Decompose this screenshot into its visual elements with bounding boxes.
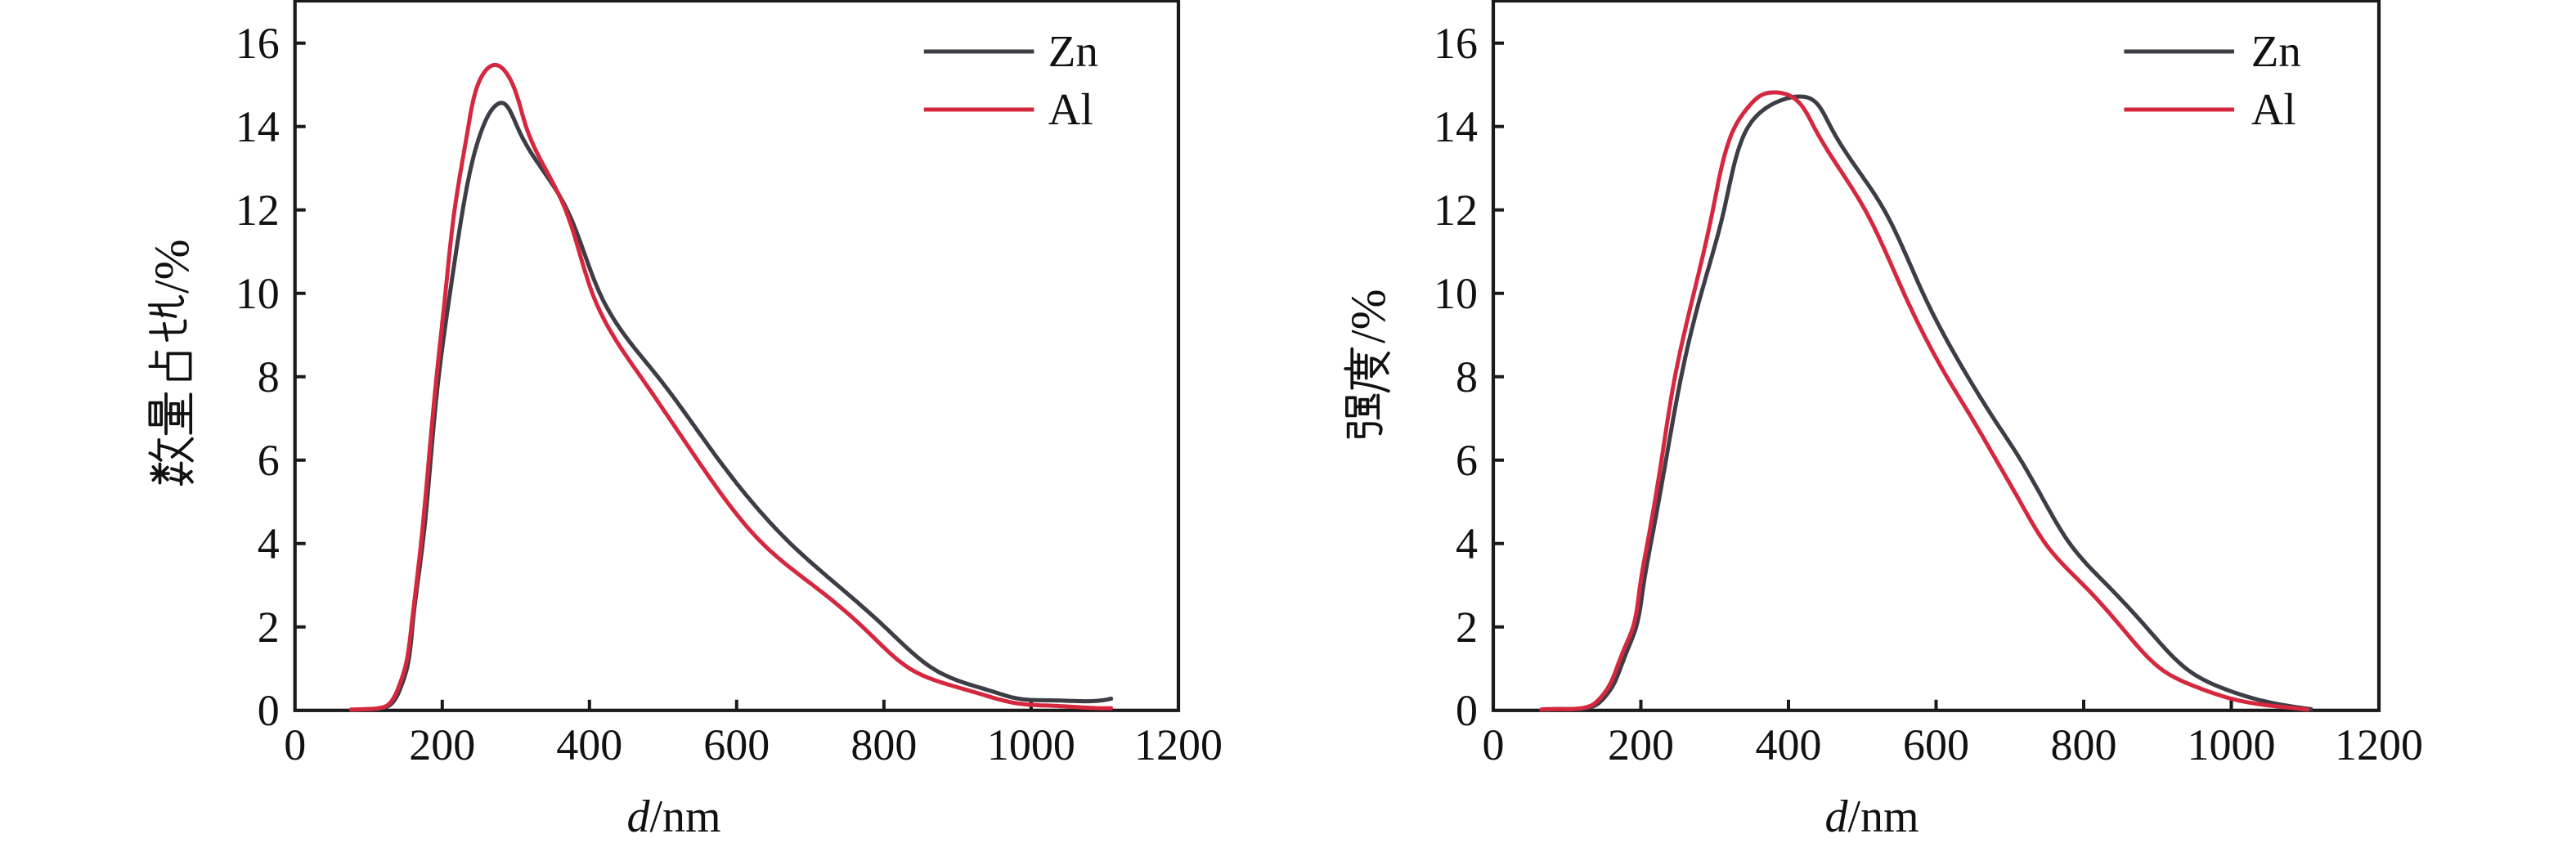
svg-text:Al: Al <box>1048 84 1093 134</box>
svg-text:400: 400 <box>1756 720 1822 769</box>
svg-text:600: 600 <box>1903 720 1969 769</box>
svg-text:8: 8 <box>1456 352 1478 401</box>
svg-text:Zn: Zn <box>2251 26 2301 76</box>
svg-text:1200: 1200 <box>2335 720 2423 769</box>
svg-text:6: 6 <box>258 436 280 485</box>
svg-text:d/nm: d/nm <box>626 791 720 842</box>
svg-text:16: 16 <box>1434 19 1478 68</box>
svg-text:400: 400 <box>556 720 622 769</box>
svg-text:/%: /% <box>1341 289 1395 343</box>
svg-text:4: 4 <box>1456 519 1478 568</box>
svg-text:Zn: Zn <box>1048 26 1098 76</box>
svg-text:Al: Al <box>2251 84 2296 134</box>
svg-text:14: 14 <box>1434 102 1478 151</box>
svg-text:10: 10 <box>1434 269 1478 318</box>
svg-text:12: 12 <box>1434 186 1478 235</box>
svg-text:d/nm: d/nm <box>1824 791 1919 842</box>
svg-text:2: 2 <box>258 603 280 652</box>
svg-text:16: 16 <box>236 19 280 68</box>
svg-text:2: 2 <box>1456 603 1478 652</box>
svg-text:8: 8 <box>258 352 280 401</box>
svg-text:1000: 1000 <box>2188 720 2276 769</box>
svg-text:200: 200 <box>1608 720 1674 769</box>
svg-text:4: 4 <box>258 519 280 568</box>
svg-text:800: 800 <box>850 720 917 769</box>
svg-text:600: 600 <box>703 720 770 769</box>
svg-text:14: 14 <box>236 102 280 151</box>
svg-text:1200: 1200 <box>1134 720 1223 769</box>
svg-text:0: 0 <box>1483 720 1505 769</box>
svg-text:10: 10 <box>236 269 280 318</box>
svg-text:6: 6 <box>1456 436 1478 485</box>
svg-text:200: 200 <box>409 720 475 769</box>
svg-text:800: 800 <box>2051 720 2117 769</box>
svg-text:12: 12 <box>236 186 280 235</box>
svg-text:0: 0 <box>1456 686 1478 735</box>
svg-text:0: 0 <box>284 720 306 769</box>
svg-text:0: 0 <box>258 686 280 735</box>
svg-text:/%: /% <box>145 239 199 294</box>
svg-text:1000: 1000 <box>987 720 1075 769</box>
